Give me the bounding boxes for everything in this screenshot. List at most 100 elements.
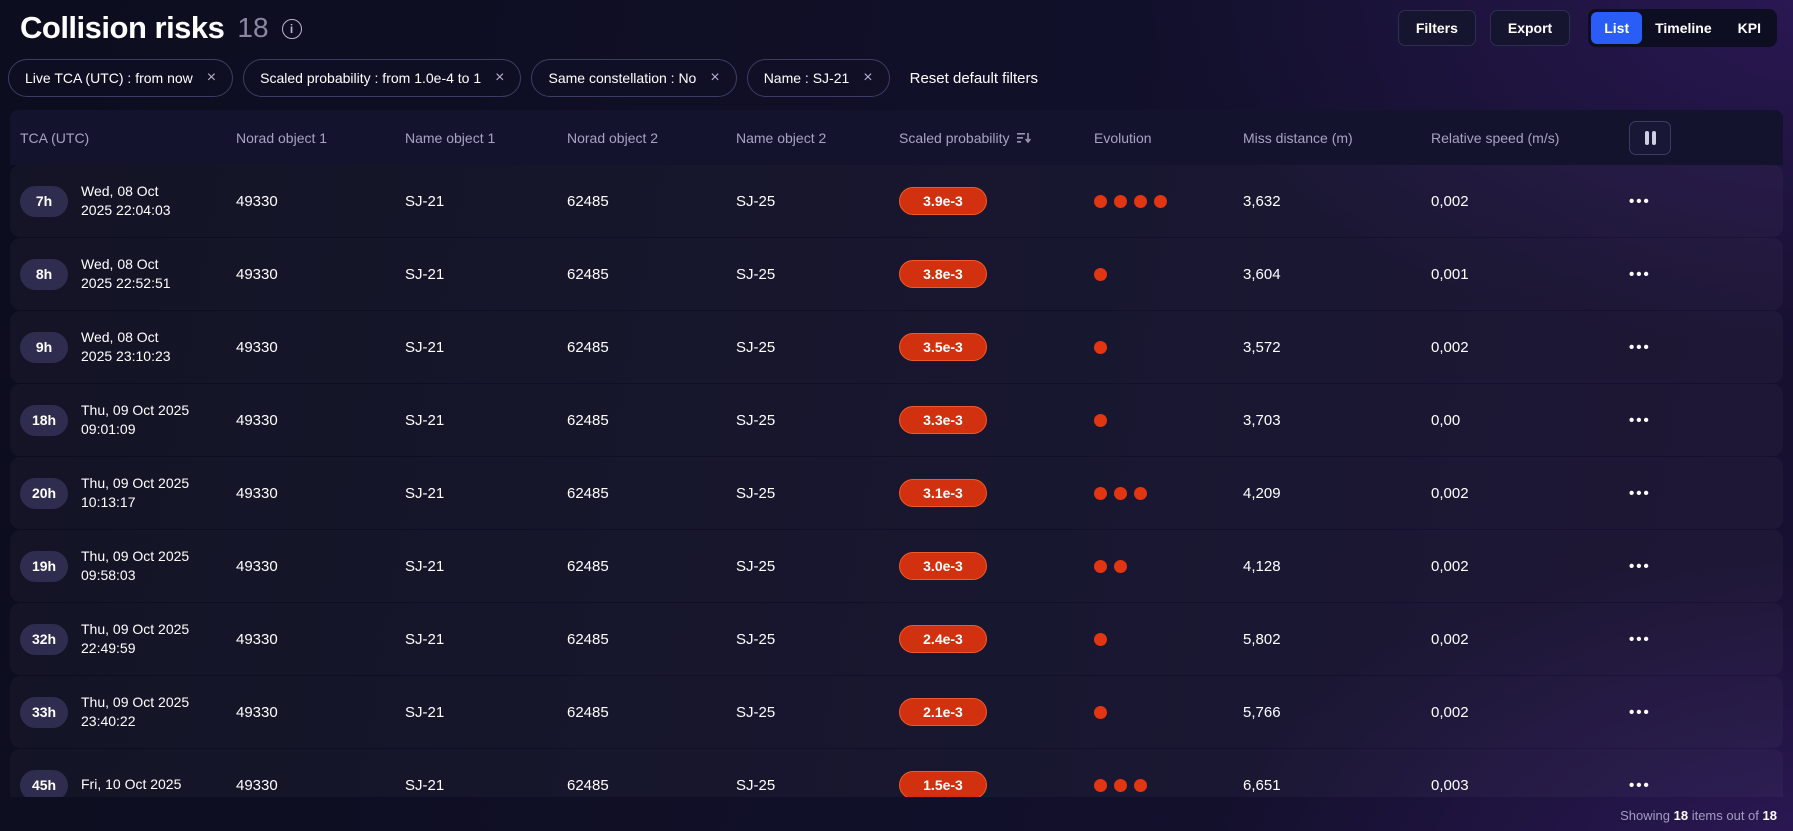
pagination-summary: Showing 18 items out of 18: [1620, 808, 1777, 823]
relative-speed-value: 0,002: [1431, 703, 1469, 721]
table-row[interactable]: 7h Wed, 08 Oct 2025 22:04:03 49330 SJ-21…: [10, 165, 1783, 237]
tca-countdown-badge: 9h: [20, 331, 68, 363]
tca-date-line1: Thu, 09 Oct 2025: [81, 474, 190, 491]
name-object-2-value: SJ-25: [736, 192, 776, 210]
row-actions-button[interactable]: •••: [1629, 265, 1651, 283]
name-object-2-value: SJ-25: [736, 630, 776, 648]
column-header-norad-object-2[interactable]: Norad object 2: [567, 130, 736, 146]
chip-close-icon[interactable]: ×: [495, 69, 505, 86]
summary-prefix: Showing: [1620, 808, 1670, 823]
tca-datetime: Thu, 09 Oct 2025 23:40:22: [81, 693, 189, 732]
tca-countdown-badge: 33h: [20, 696, 68, 728]
column-header-name-object-2[interactable]: Name object 2: [736, 130, 899, 146]
name-object-2-value: SJ-25: [736, 484, 776, 502]
tca-date-line1: Wed, 08 Oct: [81, 255, 159, 272]
table-row[interactable]: 8h Wed, 08 Oct 2025 22:52:51 49330 SJ-21…: [10, 238, 1783, 310]
tca-date-line2: 22:49:59: [81, 640, 136, 656]
evolution-dots: [1094, 194, 1243, 208]
column-header-evolution[interactable]: Evolution: [1094, 130, 1243, 146]
table-row[interactable]: 9h Wed, 08 Oct 2025 23:10:23 49330 SJ-21…: [10, 311, 1783, 383]
evolution-dot: [1094, 559, 1107, 573]
norad-object-1-value: 49330: [236, 265, 278, 283]
norad-object-2-value: 62485: [567, 192, 609, 210]
export-button[interactable]: Export: [1489, 10, 1571, 46]
tca-date-line2: 2025 22:52:51: [81, 275, 171, 291]
row-actions-button[interactable]: •••: [1629, 557, 1651, 575]
tca-date-line2: 2025 22:04:03: [81, 202, 171, 218]
row-actions-button[interactable]: •••: [1629, 776, 1651, 794]
row-actions-button[interactable]: •••: [1629, 630, 1651, 648]
norad-object-1-value: 49330: [236, 192, 278, 210]
chip-close-icon[interactable]: ×: [710, 69, 720, 86]
norad-object-1-value: 49330: [236, 776, 278, 794]
tca-date-line1: Thu, 09 Oct 2025: [81, 401, 190, 418]
view-timeline-button[interactable]: Timeline: [1642, 12, 1725, 44]
chip-close-icon[interactable]: ×: [863, 69, 873, 86]
norad-object-2-value: 62485: [567, 338, 609, 356]
tca-date-line1: Thu, 09 Oct 2025: [81, 620, 190, 637]
row-actions-button[interactable]: •••: [1629, 192, 1651, 210]
scaled-probability-cell: 3.0e-3: [899, 552, 1094, 580]
scaled-probability-badge: 3.1e-3: [899, 479, 987, 507]
name-object-1-value: SJ-21: [405, 338, 445, 356]
row-actions-button[interactable]: •••: [1629, 411, 1651, 429]
view-kpi-button[interactable]: KPI: [1725, 12, 1774, 44]
evolution-dot: [1094, 486, 1107, 500]
table-body: 7h Wed, 08 Oct 2025 22:04:03 49330 SJ-21…: [10, 165, 1783, 797]
scaled-probability-badge: 2.4e-3: [899, 625, 987, 653]
table-row[interactable]: 45h Fri, 10 Oct 2025 49330 SJ-21 62485 S…: [10, 749, 1783, 797]
miss-distance-value: 5,802: [1243, 630, 1281, 648]
tca-countdown-badge: 18h: [20, 404, 68, 436]
row-actions-cell: •••: [1629, 704, 1783, 721]
relative-speed-value: 0,002: [1431, 192, 1469, 210]
evolution-dots: [1094, 559, 1243, 573]
norad-object-2-value: 62485: [567, 703, 609, 721]
evolution-dot: [1114, 559, 1127, 573]
info-icon[interactable]: i: [281, 19, 302, 39]
table-row[interactable]: 32h Thu, 09 Oct 2025 22:49:59 49330 SJ-2…: [10, 603, 1783, 675]
relative-speed-value: 0,001: [1431, 265, 1469, 283]
row-actions-cell: •••: [1629, 485, 1783, 502]
name-object-2-value: SJ-25: [736, 411, 776, 429]
column-header-label: Miss distance (m): [1243, 129, 1353, 146]
tca-datetime: Thu, 09 Oct 2025 10:13:17: [81, 474, 189, 513]
miss-distance-value: 6,651: [1243, 776, 1281, 794]
table-row[interactable]: 19h Thu, 09 Oct 2025 09:58:03 49330 SJ-2…: [10, 530, 1783, 602]
name-object-1-value: SJ-21: [405, 557, 445, 575]
column-header-relative-speed[interactable]: Relative speed (m/s): [1431, 130, 1629, 146]
view-list-button[interactable]: List: [1591, 12, 1643, 44]
column-header-tca[interactable]: TCA (UTC): [20, 130, 236, 146]
tca-date-line1: Fri, 10 Oct 2025: [81, 776, 182, 793]
filter-chip[interactable]: Same constellation : No ×: [531, 59, 737, 97]
column-header-miss-distance[interactable]: Miss distance (m): [1243, 130, 1431, 146]
reset-filters-link[interactable]: Reset default filters: [909, 69, 1039, 87]
chip-close-icon[interactable]: ×: [206, 69, 217, 86]
column-header-label: Relative speed (m/s): [1431, 129, 1560, 146]
table-row[interactable]: 33h Thu, 09 Oct 2025 23:40:22 49330 SJ-2…: [10, 676, 1783, 748]
name-object-1-value: SJ-21: [405, 192, 445, 210]
scaled-probability-cell: 3.5e-3: [899, 333, 1094, 361]
title-group: Collision risks 18 i: [20, 10, 302, 45]
row-actions-button[interactable]: •••: [1629, 338, 1651, 356]
table-header: TCA (UTC) Norad object 1 Name object 1 N…: [10, 110, 1783, 165]
tca-cell: 19h Thu, 09 Oct 2025 09:58:03: [20, 547, 236, 586]
name-object-1-value: SJ-21: [405, 703, 445, 721]
row-actions-button[interactable]: •••: [1629, 484, 1651, 502]
name-object-1-value: SJ-21: [405, 630, 445, 648]
column-header-scaled-probability[interactable]: Scaled probability: [899, 130, 1094, 146]
column-header-norad-object-1[interactable]: Norad object 1: [236, 130, 405, 146]
columns-icon: [1651, 130, 1656, 145]
column-header-label: Norad object 1: [236, 129, 328, 146]
filter-chip[interactable]: Name : SJ-21 ×: [746, 59, 890, 97]
table-row[interactable]: 20h Thu, 09 Oct 2025 10:13:17 49330 SJ-2…: [10, 457, 1783, 529]
column-header-name-object-1[interactable]: Name object 1: [405, 130, 567, 146]
filter-chip[interactable]: Live TCA (UTC) : from now ×: [8, 59, 234, 97]
filters-button[interactable]: Filters: [1397, 10, 1476, 46]
row-actions-button[interactable]: •••: [1629, 703, 1651, 721]
manage-columns-button[interactable]: [1629, 120, 1671, 155]
scaled-probability-cell: 3.9e-3: [899, 187, 1094, 215]
table-row[interactable]: 18h Thu, 09 Oct 2025 09:01:09 49330 SJ-2…: [10, 384, 1783, 456]
name-object-2-value: SJ-25: [736, 557, 776, 575]
tca-date-line2: 10:13:17: [81, 494, 136, 510]
filter-chip[interactable]: Scaled probability : from 1.0e-4 to 1 ×: [243, 59, 522, 97]
